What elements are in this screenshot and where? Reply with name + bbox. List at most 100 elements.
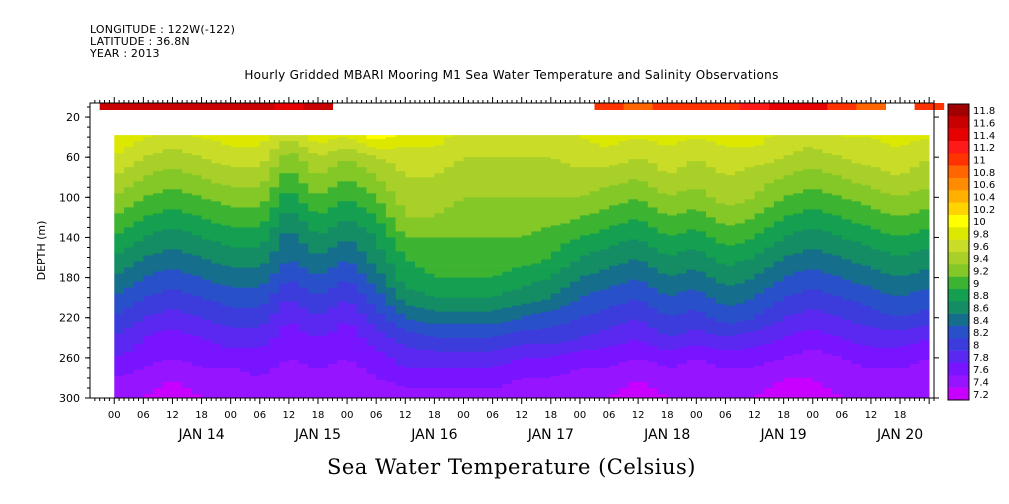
heatmap-cell xyxy=(453,325,464,329)
heatmap-cell xyxy=(395,279,406,282)
heatmap-cell xyxy=(124,249,135,252)
heatmap-cell xyxy=(308,223,319,226)
heatmap-cell xyxy=(133,241,144,244)
heatmap-cell xyxy=(308,241,319,244)
heatmap-cell xyxy=(133,231,144,234)
heatmap-cell xyxy=(444,341,455,345)
heatmap-cell xyxy=(133,237,144,240)
heatmap-cell xyxy=(162,169,173,172)
heatmap-cell xyxy=(221,157,232,160)
heatmap-cell xyxy=(162,149,173,152)
heatmap-cell xyxy=(133,247,144,250)
heatmap-cell xyxy=(279,151,290,154)
heatmap-cell xyxy=(318,241,329,244)
heatmap-cell xyxy=(288,255,299,258)
heatmap-cell xyxy=(114,175,125,178)
heatmap-cell xyxy=(124,205,135,208)
heatmap-cell xyxy=(376,307,387,311)
heatmap-cell xyxy=(143,353,154,357)
heatmap-cell xyxy=(153,209,164,212)
heatmap-cell xyxy=(124,396,135,399)
heatmap-cell xyxy=(366,341,377,345)
heatmap-cell xyxy=(288,384,299,387)
heatmap-cell xyxy=(318,273,329,276)
heatmap-cell xyxy=(463,229,474,232)
heatmap-cell xyxy=(211,207,222,210)
heatmap-cell xyxy=(337,273,348,276)
heatmap-cell xyxy=(298,319,309,323)
heatmap-cell xyxy=(240,337,251,341)
heatmap-cell xyxy=(172,199,183,202)
heatmap-cell xyxy=(473,309,484,313)
heatmap-cell xyxy=(143,289,154,292)
heatmap-cell xyxy=(318,341,329,345)
heatmap-cell xyxy=(143,386,154,389)
heatmap-cell xyxy=(405,283,416,286)
heatmap-cell xyxy=(376,297,387,301)
heatmap-cell xyxy=(318,155,329,158)
heatmap-cell xyxy=(201,203,212,206)
heatmap-cell xyxy=(298,157,309,160)
heatmap-cell xyxy=(162,271,173,274)
heatmap-cell xyxy=(133,349,144,353)
heatmap-cell xyxy=(269,351,280,355)
heatmap-cell xyxy=(347,241,358,244)
heatmap-cell xyxy=(298,207,309,210)
heatmap-cell xyxy=(124,363,135,367)
heatmap-cell xyxy=(424,229,435,232)
heatmap-cell xyxy=(288,293,299,296)
heatmap-cell xyxy=(269,175,280,178)
heatmap-cell xyxy=(376,357,387,361)
heatmap-cell xyxy=(124,287,135,290)
heatmap-cell xyxy=(298,139,309,142)
heatmap-cell xyxy=(259,311,270,315)
heatmap-cell xyxy=(453,187,464,190)
heatmap-cell xyxy=(288,315,299,319)
heatmap-cell xyxy=(288,279,299,282)
heatmap-cell xyxy=(347,331,358,335)
heatmap-cell xyxy=(337,283,348,286)
heatmap-cell xyxy=(172,161,183,164)
heatmap-cell xyxy=(405,355,416,359)
heatmap-cell xyxy=(385,225,396,228)
heatmap-cell xyxy=(327,327,338,331)
heatmap-cell xyxy=(240,321,251,325)
heatmap-cell xyxy=(434,139,445,142)
heatmap-cell xyxy=(221,161,232,164)
heatmap-cell xyxy=(124,327,135,331)
heatmap-cell xyxy=(124,259,135,262)
heatmap-cell xyxy=(124,285,135,288)
heatmap-cell xyxy=(434,257,445,260)
heatmap-cell xyxy=(191,355,202,359)
heatmap-cell xyxy=(191,177,202,180)
heatmap-cell xyxy=(259,245,270,248)
heatmap-cell xyxy=(415,137,426,140)
heatmap-cell xyxy=(434,277,445,280)
heatmap-cell xyxy=(415,317,426,321)
heatmap-cell xyxy=(318,335,329,339)
heatmap-cell xyxy=(385,259,396,262)
heatmap-cell xyxy=(230,143,241,146)
heatmap-cell xyxy=(308,185,319,188)
heatmap-cell xyxy=(259,147,270,150)
heatmap-cell xyxy=(269,377,280,381)
heatmap-cell xyxy=(221,215,232,218)
heatmap-cell xyxy=(327,305,338,309)
heatmap-cell xyxy=(191,235,202,238)
heatmap-cell xyxy=(337,213,348,216)
heatmap-cell xyxy=(201,163,212,166)
heatmap-cell xyxy=(230,307,241,311)
heatmap-cell xyxy=(318,181,329,184)
heatmap-cell xyxy=(473,273,484,276)
heatmap-cell xyxy=(473,205,484,208)
heatmap-cell xyxy=(143,181,154,184)
heatmap-cell xyxy=(376,157,387,160)
heatmap-cell xyxy=(298,251,309,254)
heatmap-cell xyxy=(133,307,144,311)
heatmap-cell xyxy=(230,287,241,290)
heatmap-cell xyxy=(230,153,241,156)
heatmap-cell xyxy=(298,345,309,349)
heatmap-cell xyxy=(318,203,329,206)
heatmap-cell xyxy=(153,149,164,152)
heatmap-cell xyxy=(444,191,455,194)
